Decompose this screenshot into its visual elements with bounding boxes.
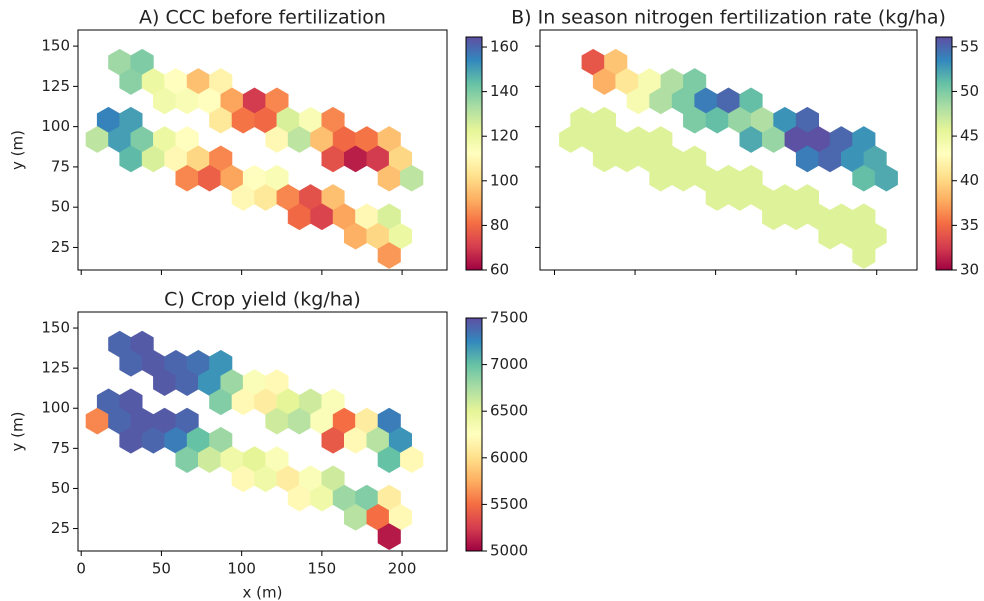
- colorbar-tick-label: 140: [490, 82, 519, 100]
- colorbar-tick-label: 5500: [490, 495, 528, 513]
- colorbar-tick-label: 6000: [490, 448, 528, 466]
- plot-frame: [77, 311, 448, 552]
- y-axis-label: y (m): [9, 412, 27, 452]
- panel-title: A) CCC before fertilization: [139, 7, 386, 29]
- colorbar-tick-label: 30: [960, 261, 979, 279]
- y-tick-label: 25: [51, 519, 70, 537]
- y-tick-label: 50: [51, 198, 70, 216]
- colorbar: [465, 36, 483, 271]
- panel-title: C) Crop yield (kg/ha): [164, 289, 361, 311]
- plot-frame: [539, 29, 918, 271]
- colorbar-tick-label: 40: [960, 171, 979, 189]
- x-tick-label: 0: [76, 560, 86, 578]
- colorbar-tick-label: 7000: [490, 355, 528, 373]
- colorbar: [935, 36, 953, 271]
- x-axis-label: x (m): [243, 584, 283, 601]
- y-axis-label: y (m): [9, 130, 27, 170]
- hexbin-cells: [85, 48, 424, 269]
- y-tick-label: 100: [41, 117, 70, 135]
- y-tick-label: 25: [51, 238, 70, 256]
- hexbin-cells: [85, 330, 424, 550]
- colorbar-tick-label: 60: [490, 261, 509, 279]
- y-tick-label: 150: [41, 319, 70, 337]
- colorbar-tick-label: 80: [490, 216, 509, 234]
- colorbar-tick-label: 45: [960, 127, 979, 145]
- colorbar-tick-label: 5000: [490, 542, 528, 560]
- plot-frame: [77, 29, 448, 271]
- y-tick-label: 75: [51, 439, 70, 457]
- hex-cell: [400, 446, 424, 473]
- y-tick-label: 100: [41, 399, 70, 417]
- colorbar-tick-label: 50: [960, 82, 979, 100]
- colorbar-tick-label: 7500: [490, 309, 528, 327]
- x-tick-label: 150: [308, 560, 337, 578]
- colorbar-tick-label: 55: [960, 37, 979, 55]
- y-tick-label: 50: [51, 479, 70, 497]
- panel: 0 50 100 150 200 25 50 75 100 125 150 C) Crop yield…: [9, 289, 529, 601]
- hex-cell: [852, 242, 876, 269]
- hex-cell: [874, 164, 898, 192]
- x-tick-label: 50: [152, 560, 171, 578]
- panel: B) In season nitrogen fertilization rate…: [511, 7, 979, 279]
- x-tick-label: 100: [227, 560, 256, 578]
- hex-cell: [377, 242, 401, 269]
- y-tick-label: 75: [51, 157, 70, 175]
- panel-title: B) In season nitrogen fertilization rate…: [511, 7, 946, 29]
- colorbar-tick-label: 100: [490, 171, 519, 189]
- x-tick-label: 200: [388, 560, 417, 578]
- y-tick-label: 150: [41, 37, 70, 55]
- colorbar: [465, 317, 483, 552]
- y-tick-label: 125: [41, 359, 70, 377]
- hexbin-cells: [559, 48, 898, 269]
- hex-cell: [377, 523, 401, 550]
- panel: 25 50 75 100 125 150 A) CCC before fertilizati…: [9, 7, 519, 279]
- hex-cell: [400, 164, 424, 192]
- colorbar-tick-label: 160: [490, 38, 519, 56]
- colorbar-tick-label: 35: [960, 216, 979, 234]
- y-tick-label: 125: [41, 77, 70, 95]
- colorbar-tick-label: 120: [490, 127, 519, 145]
- colorbar-tick-label: 6500: [490, 402, 528, 420]
